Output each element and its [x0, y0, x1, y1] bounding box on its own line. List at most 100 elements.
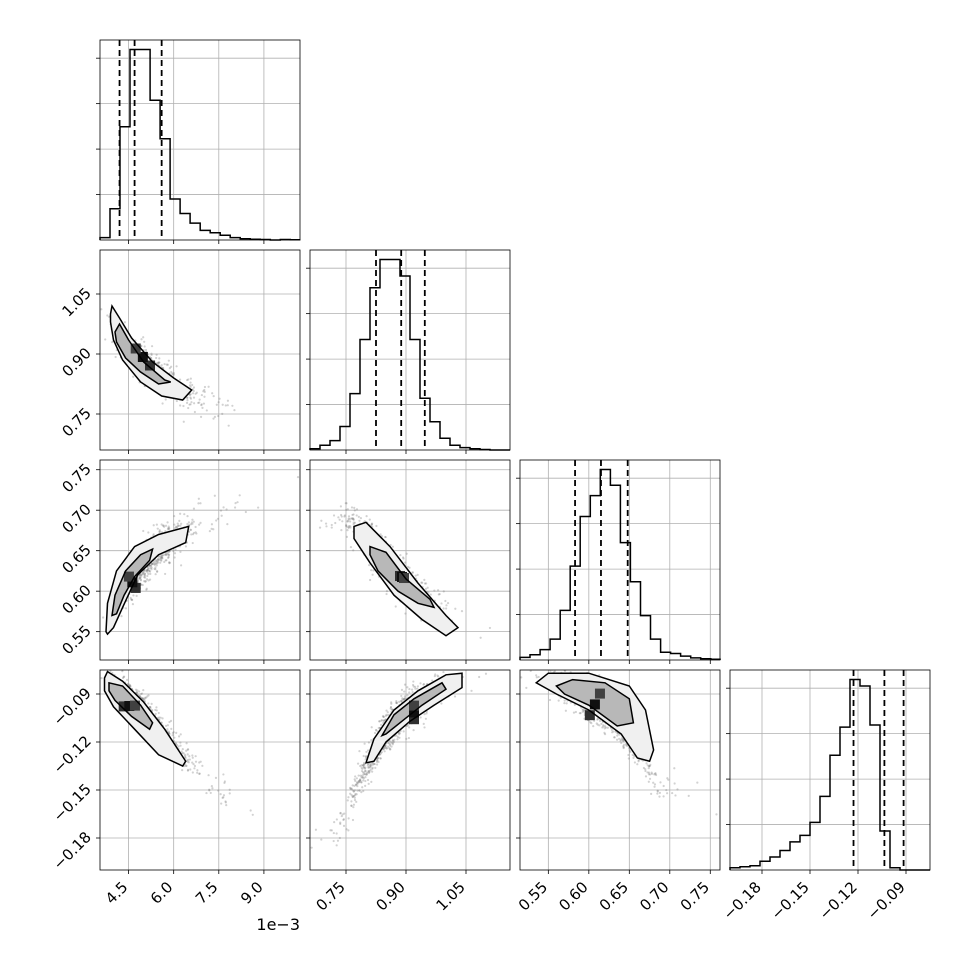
scatter-point [387, 741, 390, 745]
scatter-point [251, 813, 254, 816]
scatter-point [320, 519, 323, 522]
scatter-point [384, 746, 387, 749]
scatter-point [166, 724, 169, 727]
scatter-point [194, 760, 198, 763]
scatter-point [606, 726, 609, 729]
scatter-point [161, 557, 164, 560]
density-core [145, 360, 155, 371]
scatter-point [181, 747, 184, 751]
scatter-point [205, 409, 208, 412]
scatter-point [438, 592, 441, 596]
scatter-point [154, 573, 157, 576]
scatter-point [408, 687, 411, 691]
scatter-point [141, 572, 144, 575]
scatter-point [126, 682, 129, 686]
scatter-point [365, 515, 368, 518]
scatter-point [222, 773, 225, 776]
scatter-point [353, 509, 356, 512]
scatter-point [132, 375, 135, 378]
scatter-point [352, 518, 355, 521]
scatter-point [143, 572, 147, 575]
scatter-point [217, 414, 220, 418]
scatter-point [198, 523, 201, 526]
scatter-point [210, 523, 214, 526]
scatter-point [359, 774, 362, 777]
scatter-point [154, 562, 157, 565]
scatter-point [411, 571, 414, 574]
scatter-point [200, 403, 203, 406]
scatter-point [400, 688, 404, 691]
scatter-point [343, 514, 347, 517]
scatter-point [189, 397, 193, 400]
scatter-point [375, 760, 379, 763]
scatter-point [226, 399, 230, 402]
scatter-point [156, 559, 159, 562]
scatter-point [470, 689, 473, 692]
scatter-point [525, 686, 528, 689]
scatter-point [363, 772, 366, 776]
scatter-point [398, 700, 401, 703]
scatter-point [318, 526, 322, 529]
scatter-point [342, 818, 345, 821]
scatter-point [179, 733, 182, 736]
scatter-point [160, 556, 163, 559]
scatter-point [198, 398, 201, 401]
scatter-point [145, 578, 149, 581]
scatter-point [100, 677, 103, 680]
scatter-point [369, 768, 372, 772]
scatter-point [406, 694, 409, 697]
scatter-point [364, 773, 367, 776]
scatter-point [150, 702, 153, 705]
scatter-point [354, 775, 357, 778]
scatter-point [130, 598, 133, 601]
scatter-point [367, 741, 371, 744]
scatter-point [157, 555, 160, 559]
scatter-point [387, 745, 390, 748]
scatter-point [364, 779, 367, 783]
scatter-point [411, 690, 414, 694]
pair-panel-0-2 [100, 460, 300, 660]
scatter-point [223, 781, 226, 784]
scatter-point [148, 570, 152, 573]
scatter-point [179, 744, 182, 747]
scatter-point [405, 737, 408, 740]
scatter-point [192, 531, 196, 535]
scatter-point [168, 732, 171, 735]
scatter-point [189, 523, 193, 526]
scatter-point [220, 514, 223, 517]
scatter-point [696, 781, 699, 784]
scatter-point [603, 731, 606, 734]
scatter-point [389, 706, 393, 709]
scatter-point [648, 773, 652, 776]
scatter-point [152, 533, 155, 536]
scatter-point [350, 506, 354, 509]
scatter-point [366, 778, 370, 782]
scatter-point [156, 362, 159, 365]
density-core [399, 573, 409, 584]
scatter-point [395, 701, 398, 704]
scatter-point [427, 591, 430, 594]
scatter-point [370, 726, 373, 729]
scatter-point [207, 774, 210, 777]
scatter-point [155, 559, 158, 562]
scatter-point [603, 725, 607, 728]
scatter-point [344, 524, 348, 528]
scatter-point [187, 406, 190, 410]
scatter-point [244, 510, 247, 514]
scatter-point [171, 734, 174, 737]
scatter-point [365, 772, 368, 776]
scatter-point [138, 576, 142, 580]
scatter-point [145, 588, 148, 591]
scatter-point [375, 729, 378, 732]
scatter-point [161, 554, 164, 557]
scatter-point [353, 796, 356, 799]
scatter-point [143, 576, 147, 579]
scatter-point [364, 766, 367, 769]
scatter-point [384, 536, 387, 539]
scatter-point [339, 812, 342, 815]
scatter-point [198, 401, 201, 404]
scatter-point [224, 801, 227, 804]
scatter-point [177, 524, 180, 527]
scatter-point [412, 685, 415, 688]
scatter-point [203, 390, 206, 393]
